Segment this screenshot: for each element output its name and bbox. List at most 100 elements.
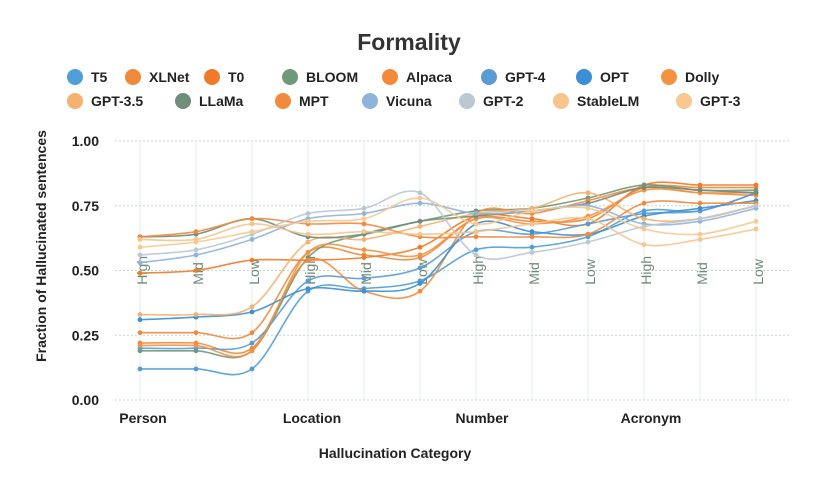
category-label: Person bbox=[119, 410, 166, 426]
data-point bbox=[137, 237, 143, 242]
data-point bbox=[249, 229, 255, 235]
data-point bbox=[529, 244, 535, 250]
data-point bbox=[473, 234, 479, 240]
data-point bbox=[417, 252, 423, 258]
data-point bbox=[193, 268, 199, 273]
legend-item[interactable]: LLaMa bbox=[175, 93, 244, 109]
data-point bbox=[529, 234, 535, 240]
data-point bbox=[473, 252, 479, 258]
legend-swatch bbox=[204, 69, 220, 85]
data-point bbox=[305, 278, 311, 284]
data-point bbox=[137, 343, 143, 349]
data-point bbox=[417, 288, 423, 294]
legend-item[interactable]: T5 bbox=[67, 69, 108, 85]
data-point bbox=[417, 231, 423, 237]
sub-category-label: High bbox=[470, 256, 486, 285]
y-tick-label: 0.75 bbox=[72, 198, 99, 214]
legend-item[interactable]: Dolly bbox=[661, 69, 719, 85]
data-point bbox=[417, 224, 423, 229]
y-axis-title: Fraction of Hallucinated sentences bbox=[33, 130, 49, 362]
legend-item[interactable]: MPT bbox=[275, 93, 329, 109]
legend-item[interactable]: Vicuna bbox=[362, 93, 432, 109]
legend-swatch bbox=[282, 69, 298, 85]
legend-item[interactable]: GPT-4 bbox=[481, 69, 546, 85]
data-point bbox=[249, 340, 255, 346]
data-point bbox=[137, 317, 143, 323]
legend-item[interactable]: GPT-2 bbox=[459, 93, 524, 109]
sub-category-label: Low bbox=[246, 258, 262, 285]
data-point bbox=[697, 187, 703, 193]
data-point bbox=[249, 309, 255, 315]
legend-label: MPT bbox=[299, 93, 329, 109]
legend-label: BLOOM bbox=[306, 69, 358, 85]
data-point bbox=[585, 231, 591, 237]
data-point bbox=[361, 211, 367, 216]
data-point bbox=[361, 216, 367, 222]
data-point bbox=[529, 221, 535, 227]
data-point bbox=[305, 286, 311, 292]
legend-label: T5 bbox=[91, 69, 108, 85]
legend-label: XLNet bbox=[149, 69, 190, 85]
legend-swatch bbox=[67, 93, 83, 109]
data-point bbox=[305, 211, 311, 216]
legend-item[interactable]: OPT bbox=[576, 69, 629, 85]
grid bbox=[115, 140, 790, 401]
data-point bbox=[361, 237, 367, 242]
y-tick-label: 0.25 bbox=[72, 327, 99, 343]
sub-category-label: Mid bbox=[190, 262, 206, 285]
series-line bbox=[139, 197, 757, 248]
data-point bbox=[249, 221, 255, 227]
data-point bbox=[193, 252, 199, 258]
category-labels: Person Location Number Acronym bbox=[119, 410, 681, 426]
legend-label: GPT-2 bbox=[483, 93, 524, 109]
data-point bbox=[753, 203, 759, 209]
sub-category-label: Low bbox=[582, 258, 598, 285]
data-point bbox=[585, 221, 591, 227]
data-point bbox=[193, 247, 199, 253]
legend-swatch bbox=[661, 69, 677, 85]
data-point bbox=[585, 239, 591, 245]
series-points bbox=[137, 182, 759, 372]
legend-label: GPT-3.5 bbox=[91, 93, 143, 109]
legend-swatch bbox=[459, 93, 475, 109]
data-point bbox=[193, 366, 199, 372]
data-point bbox=[753, 226, 759, 232]
legend-item[interactable]: GPT-3 bbox=[676, 93, 741, 109]
legend-item[interactable]: XLNet bbox=[125, 69, 190, 85]
data-point bbox=[697, 205, 703, 211]
legend-label: LLaMa bbox=[199, 93, 244, 109]
legend-item[interactable]: StableLM bbox=[553, 93, 639, 109]
data-point bbox=[137, 312, 143, 317]
sub-category-label: Low bbox=[750, 258, 766, 285]
data-point bbox=[249, 348, 255, 354]
legend-swatch bbox=[481, 69, 497, 85]
data-point bbox=[305, 231, 311, 237]
data-point bbox=[305, 218, 311, 224]
data-point bbox=[529, 208, 535, 214]
data-point bbox=[641, 185, 647, 191]
legend-item[interactable]: GPT-3.5 bbox=[67, 93, 143, 109]
legend-label: StableLM bbox=[577, 93, 639, 109]
data-point bbox=[697, 182, 703, 188]
y-tick-label: 0.50 bbox=[72, 263, 99, 279]
data-point bbox=[137, 270, 143, 276]
sub-category-label: Mid bbox=[526, 262, 542, 285]
legend-item[interactable]: BLOOM bbox=[282, 69, 358, 85]
data-point bbox=[249, 304, 255, 310]
data-point bbox=[193, 229, 199, 235]
legend-label: T0 bbox=[228, 69, 245, 85]
legend-item[interactable]: T0 bbox=[204, 69, 245, 85]
legend-swatch bbox=[553, 93, 569, 109]
data-point bbox=[249, 257, 255, 263]
data-point bbox=[361, 221, 367, 227]
series-line bbox=[139, 199, 757, 321]
data-point bbox=[473, 229, 479, 235]
legend-item[interactable]: Alpaca bbox=[382, 69, 452, 85]
series-line bbox=[139, 216, 757, 247]
legend-swatch bbox=[382, 69, 398, 85]
legend: T5 XLNet T0 BLOOM Alpaca GPT-4 OPT Dolly GPT-3.5… bbox=[67, 69, 741, 109]
data-point bbox=[361, 255, 367, 260]
data-point bbox=[697, 200, 703, 206]
data-point bbox=[753, 190, 759, 196]
